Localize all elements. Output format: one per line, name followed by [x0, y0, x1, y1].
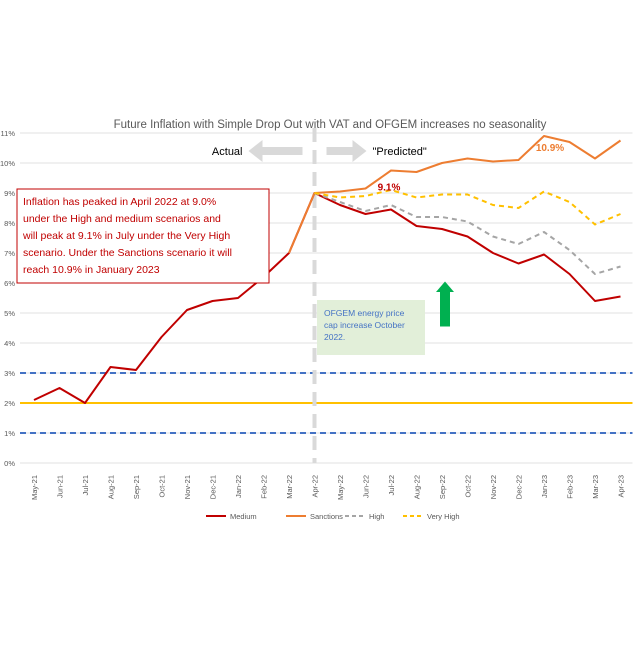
x-tick-label: May-21 — [30, 475, 39, 500]
x-tick-label: Apr-23 — [617, 475, 626, 498]
legend-label: High — [369, 512, 384, 521]
y-tick-label: 6% — [4, 279, 15, 288]
x-tick-label: Sep-22 — [438, 475, 447, 499]
summary-textbox — [16, 188, 270, 284]
peak-label-high: 9.1% — [378, 183, 401, 194]
x-tick-label: Apr-22 — [311, 475, 320, 498]
x-tick-label: Nov-21 — [183, 475, 192, 499]
x-tick-label: Feb-22 — [260, 475, 269, 499]
x-tick-label: Jun-22 — [362, 475, 371, 498]
x-tick-label: Oct-22 — [464, 475, 473, 498]
series-line-high — [314, 192, 621, 275]
x-tick-label: May-22 — [336, 475, 345, 500]
y-tick-label: 4% — [4, 339, 15, 348]
y-tick-label: 0% — [4, 459, 15, 468]
y-tick-label: 1% — [4, 429, 15, 438]
y-tick-label: 9% — [4, 189, 15, 198]
x-tick-label: Dec-22 — [515, 475, 524, 499]
y-tick-label: 5% — [4, 309, 15, 318]
left-arrow-icon — [248, 140, 303, 162]
x-tick-label: Sep-21 — [132, 475, 141, 499]
x-tick-label: Jan-23 — [540, 475, 549, 498]
y-tick-label: 10% — [0, 159, 15, 168]
predicted-label: "Predicted" — [373, 146, 427, 158]
series-line-very-high — [314, 189, 621, 226]
x-tick-label: Aug-22 — [413, 475, 422, 499]
summary-text-line: Inflation has peaked in April 2022 at 9.… — [23, 196, 216, 208]
x-tick-label: Jul-22 — [387, 475, 396, 495]
x-tick-label: Mar-22 — [285, 475, 294, 499]
chart-title: Future Inflation with Simple Drop Out wi… — [114, 119, 547, 131]
legend-label: Sanctions — [310, 512, 343, 521]
x-tick-label: Feb-23 — [566, 475, 575, 499]
x-tick-label: Aug-21 — [107, 475, 116, 499]
summary-text-line: reach 10.9% in January 2023 — [23, 264, 160, 276]
legend-label: Very High — [427, 512, 460, 521]
x-tick-label: Jan-22 — [234, 475, 243, 498]
summary-text-line: will peak at 9.1% in July under the Very… — [22, 230, 230, 242]
x-tick-label: Jul-21 — [81, 475, 90, 495]
summary-text-line: under the High and medium scenarios and — [23, 213, 221, 225]
right-arrow-icon — [326, 140, 367, 162]
x-tick-label: Mar-23 — [591, 475, 600, 499]
y-tick-label: 11% — [1, 129, 16, 138]
y-tick-label: 7% — [4, 249, 15, 258]
y-tick-label: 2% — [4, 399, 15, 408]
peak-label-sanctions: 10.9% — [536, 143, 564, 154]
series-line-medium — [33, 192, 621, 404]
up-arrow-icon — [436, 281, 454, 327]
x-tick-label: Jun-21 — [56, 475, 65, 498]
y-tick-label: 8% — [4, 219, 15, 228]
ofgem-note-line: 2022. — [324, 332, 345, 342]
y-tick-label: 3% — [4, 369, 15, 378]
x-tick-label: Dec-21 — [209, 475, 218, 499]
x-tick-label: Nov-22 — [489, 475, 498, 499]
actual-label: Actual — [212, 146, 243, 158]
ofgem-note-box — [317, 300, 425, 355]
legend-label: Medium — [230, 512, 257, 521]
series-line-sanctions — [288, 135, 622, 254]
ofgem-note-line: OFGEM energy price — [324, 308, 405, 318]
summary-text-line: scenario. Under the Sanctions scenario i… — [23, 247, 232, 259]
x-tick-label: Oct-21 — [158, 475, 167, 498]
ofgem-note-line: cap increase October — [324, 320, 405, 330]
